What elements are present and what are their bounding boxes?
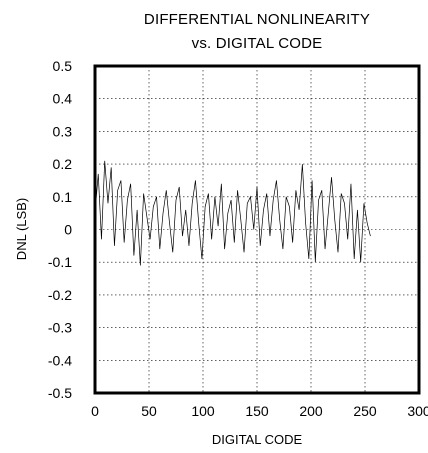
x-tick-label: 50: [141, 403, 157, 419]
y-tick-label: 0.3: [53, 123, 73, 139]
x-tick-label: 0: [91, 403, 99, 419]
x-tick-label: 100: [191, 403, 215, 419]
chart-title: DIFFERENTIAL NONLINEARITY: [144, 11, 370, 28]
grid-lines: [95, 66, 419, 393]
y-tick-label: -0.3: [48, 320, 72, 336]
y-tick-label: 0.1: [53, 189, 73, 205]
dnl-series-line: [94, 160, 371, 266]
x-tick-label: 200: [299, 403, 323, 419]
plot-frame: [93, 64, 421, 395]
y-tick-label: -0.1: [48, 254, 72, 270]
y-tick-label: 0.2: [53, 156, 73, 172]
x-tick-label: 300: [407, 403, 428, 419]
y-tick-label: -0.4: [48, 352, 72, 368]
y-tick-labels: 0.5 0.4 0.3 0.2 0.1 0 -0.1 -0.2 -0.3 -0.4 -0.5: [48, 58, 72, 401]
y-tick-label: -0.2: [48, 287, 72, 303]
chart-subtitle: vs. DIGITAL CODE: [192, 35, 323, 52]
dnl-trace: [94, 160, 371, 266]
x-tick-label: 150: [245, 403, 269, 419]
y-tick-label: 0: [64, 222, 72, 238]
x-axis-label: DIGITAL CODE: [212, 432, 303, 447]
y-tick-label: 0.4: [53, 91, 73, 107]
x-tick-label: 250: [353, 403, 377, 419]
y-axis-label: DNL (LSB): [14, 198, 29, 260]
y-tick-label: 0.5: [53, 58, 73, 74]
y-tick-label: -0.5: [48, 385, 72, 401]
x-tick-labels: 0 50 100 150 200 250 300: [91, 403, 428, 419]
